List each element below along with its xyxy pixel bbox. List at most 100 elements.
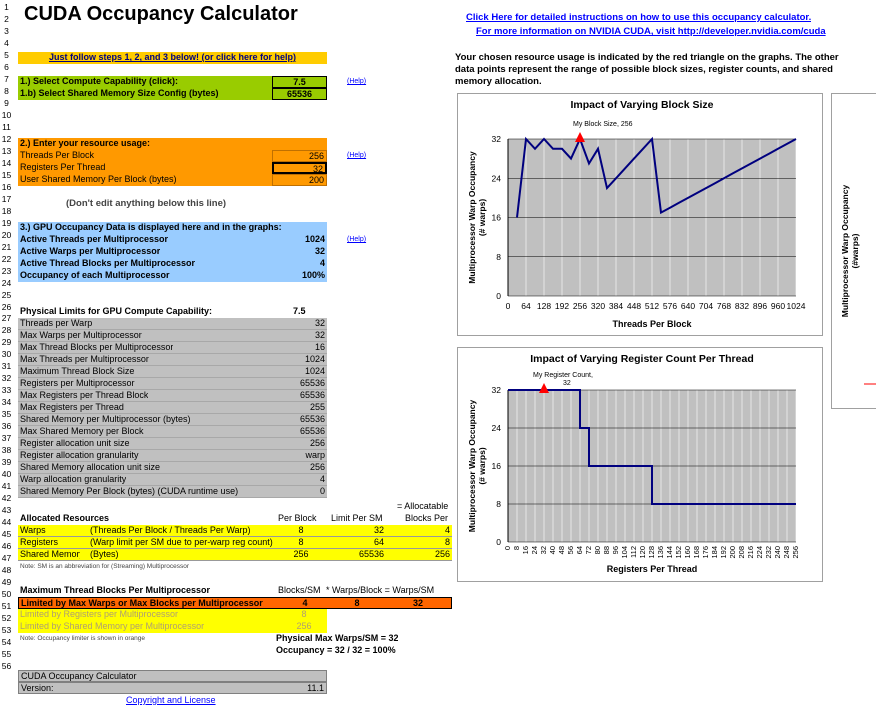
x-tick-label: 0 <box>506 301 511 311</box>
row-number: 39 <box>1 457 12 468</box>
row-number: 12 <box>1 133 12 144</box>
chart-title: Impact of Varying Register Count Per Thr… <box>530 353 753 365</box>
row-number: 38 <box>1 445 12 456</box>
row-number: 33 <box>1 385 12 396</box>
row-number: 26 <box>1 301 12 312</box>
y-axis-label-units: (# warps) <box>477 199 487 236</box>
my-value-marker <box>575 132 585 142</box>
row-number: 13 <box>1 145 12 156</box>
physical-limits-header: Physical Limits for GPU Compute Capabili… <box>20 306 213 316</box>
x-tick-label: 128 <box>647 546 656 559</box>
row-number: 50 <box>1 589 12 600</box>
max-blocks-header: Maximum Thread Blocks Per Multiprocessor <box>20 585 211 595</box>
physical-limit-value: 32 <box>314 330 325 340</box>
x-tick-label: 768 <box>717 301 731 311</box>
step3-row-occupancy: Occupancy of each Multiprocessor 100% <box>18 270 327 282</box>
x-axis-label: Threads Per Block <box>612 319 692 329</box>
step2-row-threads: Threads Per Block <box>18 150 327 162</box>
row-number: 10 <box>1 109 12 120</box>
row-number: 16 <box>1 181 12 192</box>
help-link-step2[interactable]: (Help) <box>347 152 367 159</box>
row-number: 47 <box>1 553 12 564</box>
x-tick-label: 64 <box>521 301 531 311</box>
x-tick-label: 240 <box>773 546 782 559</box>
chart-block-size: Impact of Varying Block Size 0 8 16 24 32 0 64 1… <box>457 93 823 336</box>
physical-limit-row: Max Shared Memory per Block 65536 <box>18 426 327 438</box>
physical-limit-row: Max Registers per Thread Block 65536 <box>18 390 327 402</box>
row-number: 23 <box>1 265 12 276</box>
sm-note: Note: SM is an abbreviation for (Streami… <box>20 563 190 570</box>
x-tick-label: 56 <box>566 546 575 554</box>
help-link-step1[interactable]: (Help) <box>347 78 367 85</box>
y-tick-label: 0 <box>496 537 501 547</box>
y-axis-label: Multiprocessor Warp Occupancy <box>467 400 477 533</box>
x-tick-label: 80 <box>593 546 602 554</box>
col-blocks-per: Blocks Per <box>405 513 449 523</box>
row-number: 32 <box>1 373 12 384</box>
physical-limit-label: Maximum Thread Block Size <box>20 366 135 376</box>
allocated-desc: (Warp limit per SM due to per-warp reg c… <box>90 537 273 547</box>
x-tick-label: 248 <box>782 546 791 559</box>
step2-header: 2.) Enter your resource usage: <box>18 138 327 150</box>
row-number: 54 <box>1 636 12 647</box>
row-number: 25 <box>1 289 12 300</box>
x-tick-label: 184 <box>710 546 719 559</box>
shared-memory-per-block-input[interactable]: 200 <box>272 174 327 186</box>
row-number: 43 <box>1 505 12 516</box>
instructions-link[interactable]: Click Here for detailed instructions on … <box>466 12 812 23</box>
physical-limit-value: 1024 <box>304 354 325 364</box>
col-limit-per-sm: Limit Per SM <box>331 513 383 523</box>
physical-limit-label: Max Thread Blocks per Multiprocessor <box>20 342 174 352</box>
y-tick-label: 24 <box>492 173 502 183</box>
row-number: 6 <box>4 61 9 72</box>
threads-per-block-input[interactable]: 256 <box>272 150 327 162</box>
row-number: 22 <box>1 253 12 264</box>
copyright-link[interactable]: Copyright and License <box>126 695 216 705</box>
physical-limit-row: Registers per Multiprocessor 65536 <box>18 378 327 390</box>
x-tick-label: 896 <box>753 301 767 311</box>
x-tick-label: 640 <box>681 301 695 311</box>
step2-row-shared: User Shared Memory Per Block (bytes) <box>18 174 327 186</box>
physical-limits-capability: 7.5 <box>293 306 306 316</box>
nvidia-cuda-link[interactable]: For more information on NVIDIA CUDA, vis… <box>476 26 826 37</box>
row-number: 17 <box>1 193 12 204</box>
x-tick-label: 152 <box>674 546 683 559</box>
row-number: 49 <box>1 577 12 588</box>
x-tick-label: 192 <box>719 546 728 559</box>
compute-capability-select[interactable]: 7.5 <box>272 76 327 88</box>
y-tick-label: 8 <box>496 499 501 509</box>
allocated-per-block: 256 <box>293 549 309 559</box>
steps-banner[interactable]: Just follow steps 1, 2, and 3 below! (or… <box>18 52 327 64</box>
x-tick-label: 96 <box>611 546 620 554</box>
x-tick-label: 1024 <box>787 301 806 311</box>
x-tick-label: 128 <box>537 301 551 311</box>
allocated-blocks: 4 <box>444 525 450 535</box>
physical-limit-row: Warp allocation granularity 4 <box>18 474 327 486</box>
col-blocks-sm: Blocks/SM <box>278 585 321 595</box>
x-tick-label: 704 <box>699 301 713 311</box>
step3-row-active-threads: Active Threads per Multiprocessor 1024 <box>18 234 327 246</box>
marker-annotation: My Register Count, <box>533 372 593 379</box>
physical-limit-label: Shared Memory allocation unit size <box>20 462 161 472</box>
x-tick-label: 160 <box>683 546 692 559</box>
col-warps-sm: * Warps/Block = Warps/SM <box>326 585 435 595</box>
row-number: 40 <box>1 469 12 480</box>
footer-name-row: CUDA Occupancy Calculator <box>18 670 327 682</box>
row-number: 53 <box>1 624 12 635</box>
row-number: 21 <box>1 241 12 252</box>
physical-limit-label: Max Warps per Multiprocessor <box>20 330 142 340</box>
page-title: CUDA Occupancy Calculator <box>24 3 298 25</box>
x-tick-label: 0 <box>503 546 512 550</box>
help-link-step3[interactable]: (Help) <box>347 236 367 243</box>
shared-memory-config-select[interactable]: 65536 <box>272 88 327 100</box>
row-number: 8 <box>4 85 9 96</box>
physical-limit-label: Max Shared Memory per Block <box>20 426 144 436</box>
series-line <box>516 136 797 218</box>
y-axis-label: Multiprocessor Warp Occupancy <box>840 185 850 318</box>
row-number: 18 <box>1 205 12 216</box>
registers-per-thread-input[interactable]: 32 <box>272 162 327 174</box>
physical-limit-value: 65536 <box>299 414 325 424</box>
x-tick-label: 64 <box>575 546 584 554</box>
x-tick-label: 576 <box>663 301 677 311</box>
